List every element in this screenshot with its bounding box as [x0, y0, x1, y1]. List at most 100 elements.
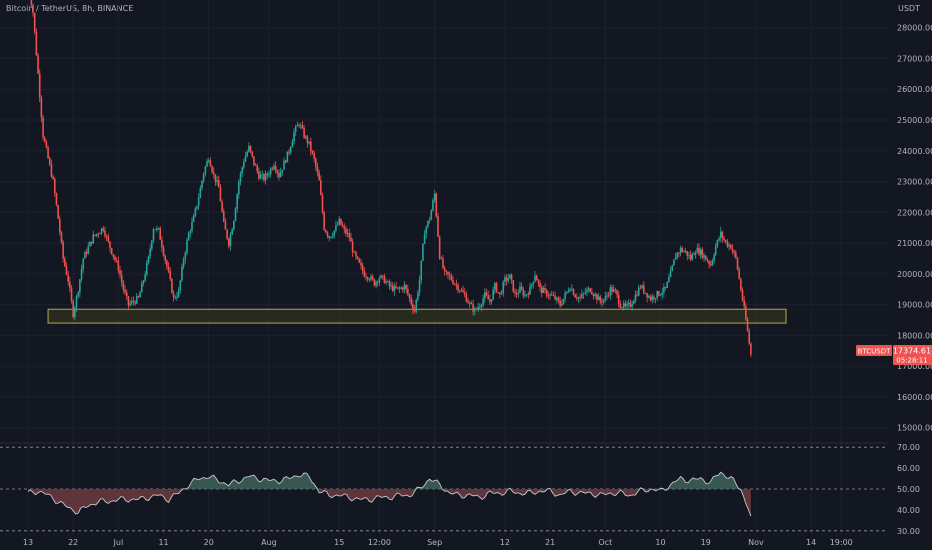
- candle-body: [248, 145, 250, 152]
- candle-body: [269, 168, 272, 175]
- candle-body: [32, 4, 34, 13]
- candle-body: [65, 265, 68, 275]
- candle-body: [142, 280, 145, 284]
- rsi-tick-label: 60.00: [897, 464, 920, 473]
- candle-body: [468, 303, 471, 304]
- candle-body: [120, 274, 123, 283]
- candle-body: [316, 166, 319, 173]
- candle-body: [48, 158, 51, 165]
- candle-body: [673, 259, 675, 266]
- candle-body: [537, 280, 540, 283]
- candle-body: [530, 284, 533, 287]
- candle-body: [94, 234, 96, 236]
- candle-body: [485, 292, 488, 296]
- candle-body: [110, 248, 113, 255]
- candle-body: [99, 233, 101, 235]
- candle-body: [304, 136, 307, 138]
- candle-body: [289, 147, 292, 153]
- candle-body: [574, 294, 576, 298]
- candle-body: [321, 194, 324, 213]
- candle-body: [191, 221, 193, 232]
- candle-body: [579, 297, 581, 299]
- candle-body: [663, 286, 665, 293]
- candle-body: [510, 274, 513, 281]
- grid-lines: [0, 0, 888, 535]
- candle-body: [35, 31, 38, 56]
- badge-symbol: BTCUSDT: [858, 348, 892, 356]
- candle-body: [584, 292, 587, 294]
- candle-body: [564, 293, 566, 299]
- candle-body: [341, 224, 344, 227]
- last-price-badge: BTCUSDT 17374.61 05:28:11: [856, 345, 932, 365]
- candle-body: [157, 228, 160, 229]
- candle-body: [115, 259, 118, 261]
- candle-body: [74, 307, 76, 318]
- candle-body: [104, 230, 106, 237]
- candle-body: [479, 307, 481, 308]
- candle-body: [656, 291, 658, 299]
- candle-body: [241, 167, 243, 174]
- candle-body: [137, 296, 140, 298]
- candle-body: [696, 247, 699, 253]
- x-tick-label: 21: [545, 538, 555, 547]
- candle-body: [547, 295, 550, 297]
- candle-body: [243, 161, 245, 168]
- candle-body: [627, 302, 630, 304]
- candle-body: [194, 208, 197, 216]
- candle-body: [445, 270, 448, 273]
- candle-body: [249, 145, 252, 152]
- currency-label: USDT: [898, 4, 920, 13]
- candle-body: [40, 97, 43, 118]
- candle-body: [477, 307, 479, 309]
- candle-body: [532, 281, 535, 285]
- candle-body: [222, 211, 225, 222]
- candle-body: [678, 252, 680, 254]
- candle-body: [631, 304, 633, 307]
- candle-body: [351, 241, 354, 252]
- candle-body: [614, 289, 617, 291]
- candle-body: [261, 174, 264, 176]
- candle-body: [192, 215, 195, 222]
- candle-body: [743, 300, 745, 307]
- candle-body: [393, 286, 396, 291]
- candle-body: [664, 286, 667, 288]
- candle-body: [527, 294, 530, 296]
- candle-body: [463, 292, 466, 295]
- candle-body: [701, 249, 704, 258]
- candle-body: [604, 296, 607, 300]
- candle-body: [455, 284, 458, 286]
- y-tick-label: 24000.00: [897, 147, 932, 156]
- x-tick-label: 22: [68, 538, 78, 547]
- y-tick-label: 16000.00: [897, 393, 932, 402]
- candle-body: [256, 165, 259, 172]
- candle-body: [366, 277, 369, 280]
- candle-body: [395, 286, 397, 289]
- candle-body: [413, 309, 416, 312]
- candle-body: [736, 257, 739, 270]
- candle-body: [271, 168, 274, 170]
- candle-body: [450, 275, 453, 280]
- candle-body: [375, 281, 377, 286]
- candle-body: [648, 296, 650, 298]
- candle-body: [616, 290, 618, 295]
- candle-body: [550, 294, 553, 296]
- candle-body: [333, 230, 336, 236]
- support-zone: [47, 308, 787, 324]
- candle-body: [325, 230, 327, 233]
- candle-body: [653, 296, 655, 300]
- candle-body: [400, 287, 402, 289]
- candle-body: [176, 296, 178, 298]
- candle-body: [502, 281, 505, 294]
- candle-body: [398, 287, 401, 289]
- candle-body: [197, 197, 200, 206]
- candle-body: [298, 125, 300, 126]
- candle-body: [335, 225, 337, 231]
- candle-body: [698, 247, 700, 255]
- candle-body: [154, 229, 156, 231]
- candle-body: [186, 240, 188, 253]
- candle-body: [219, 187, 222, 202]
- candle-body: [601, 301, 603, 303]
- candle-body: [733, 250, 735, 253]
- candle-body: [520, 286, 523, 290]
